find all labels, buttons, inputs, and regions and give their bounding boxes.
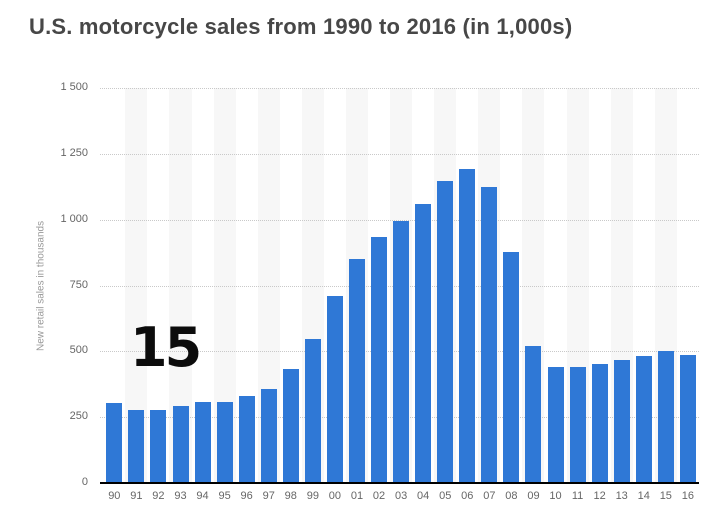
x-axis-tick-label: 05 (439, 490, 452, 502)
y-axis-tick-label: 750 (69, 278, 88, 291)
gridline (100, 88, 699, 89)
x-axis-tick-label: 91 (130, 490, 143, 502)
x-axis-tick-label: 09 (527, 490, 540, 502)
x-axis-tick-label: 12 (593, 490, 606, 502)
bar[interactable] (591, 363, 608, 483)
x-axis-tick-label: 03 (394, 490, 408, 502)
y-axis-tick-label: 1 000 (60, 212, 88, 225)
x-axis-tick-label: 01 (350, 490, 364, 502)
bar[interactable] (238, 396, 255, 483)
x-axis-tick-label: 04 (417, 490, 430, 502)
bar[interactable] (437, 180, 454, 483)
x-axis-tick-label: 96 (240, 490, 253, 502)
x-axis-tick-label: 06 (461, 490, 474, 502)
bar[interactable] (679, 354, 696, 483)
x-axis-tick-label: 16 (681, 490, 694, 502)
bar[interactable] (326, 296, 343, 483)
bar[interactable] (150, 409, 167, 483)
bar[interactable] (459, 169, 476, 483)
bar[interactable] (216, 401, 233, 483)
x-axis-tick-label: 08 (505, 490, 518, 502)
x-axis-tick-label: 99 (306, 490, 319, 502)
bar[interactable] (481, 187, 498, 483)
bar[interactable] (635, 355, 652, 483)
bar[interactable] (657, 351, 674, 483)
bar[interactable] (569, 366, 586, 483)
bar[interactable] (106, 403, 123, 483)
x-axis-line (100, 482, 699, 484)
bar[interactable] (503, 251, 520, 483)
bar[interactable] (613, 360, 630, 483)
x-axis-tick-label: 10 (549, 490, 562, 502)
x-axis-tick-label: 02 (372, 490, 386, 502)
x-axis-tick-label: 95 (218, 490, 231, 502)
bar[interactable] (194, 402, 211, 483)
bar[interactable] (348, 259, 365, 483)
x-axis-tick-label: 94 (196, 490, 209, 502)
chart-title: U.S. motorcycle sales from 1990 to 2016 … (29, 14, 573, 39)
bar[interactable] (393, 220, 410, 483)
gridline (100, 153, 699, 155)
y-axis-tick-label: 0 (81, 476, 88, 488)
x-axis-tick-label: 13 (615, 490, 628, 502)
x-axis-tick-label: 93 (174, 490, 187, 502)
overlay-annotation-15: 15 (130, 316, 202, 379)
gridline (100, 219, 699, 221)
x-axis-tick-label: 98 (284, 490, 297, 502)
bar[interactable] (304, 339, 321, 483)
bar[interactable] (371, 236, 388, 483)
bar[interactable] (415, 204, 432, 483)
x-axis-tick-label: 90 (108, 490, 121, 502)
x-axis-tick-label: 97 (262, 490, 275, 502)
x-axis-tick-label: 92 (152, 490, 165, 502)
bar[interactable] (525, 345, 542, 483)
bar[interactable] (128, 409, 145, 483)
y-axis-title: New retail sales in thousands (35, 220, 47, 351)
bar[interactable] (547, 367, 564, 483)
bar[interactable] (260, 389, 277, 483)
x-axis-tick-label: 00 (328, 490, 342, 502)
x-axis-tick-label: 14 (637, 490, 650, 502)
x-axis-tick-label: 15 (659, 490, 672, 502)
y-axis-tick-label: 500 (69, 344, 88, 357)
x-axis-tick-label: 11 (571, 490, 584, 502)
bar[interactable] (172, 405, 189, 483)
y-axis-tick-label: 250 (69, 410, 88, 423)
x-axis-tick-label: 07 (483, 490, 496, 502)
bar[interactable] (282, 369, 299, 483)
y-axis-tick-label: 1 250 (60, 146, 88, 159)
y-axis-tick-label: 1 500 (60, 81, 88, 93)
